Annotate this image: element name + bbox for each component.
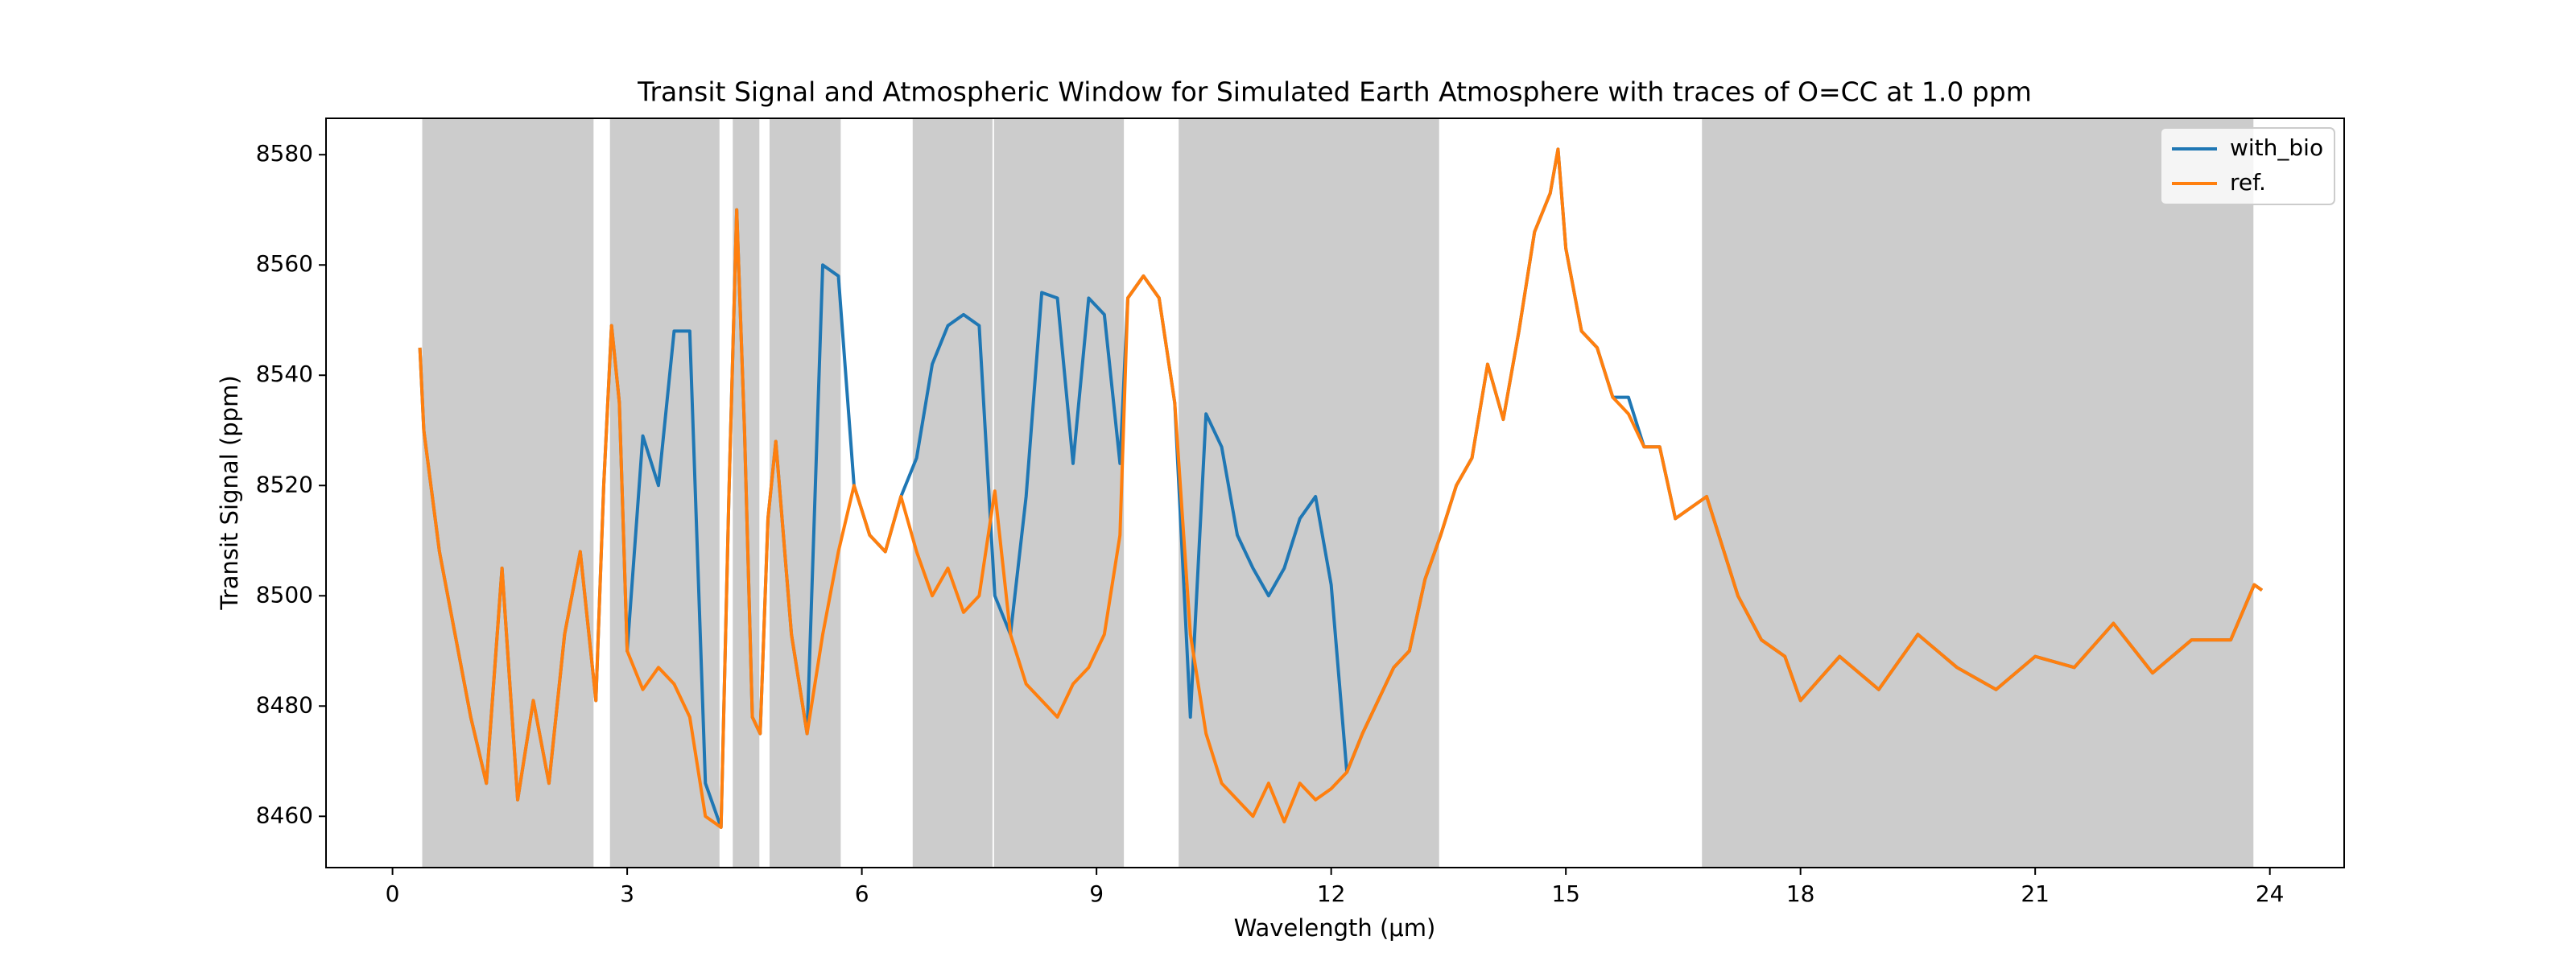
x-tick-label: 18 <box>1786 880 1815 907</box>
x-tick-label: 12 <box>1317 880 1346 907</box>
window-span <box>609 118 720 868</box>
y-tick-label: 8560 <box>256 250 313 277</box>
y-tick-label: 8460 <box>256 802 313 828</box>
x-tick-label: 6 <box>855 880 869 907</box>
x-tick-label: 9 <box>1089 880 1104 907</box>
x-tick-label: 0 <box>386 880 400 907</box>
y-tick-label: 8540 <box>256 361 313 387</box>
x-axis-label: Wavelength (μm) <box>1234 914 1436 942</box>
legend-label: with_bio <box>2230 134 2323 161</box>
window-span <box>912 118 993 868</box>
x-tick-label: 15 <box>1551 880 1580 907</box>
legend-label: ref. <box>2230 169 2266 196</box>
chart-title: Transit Signal and Atmospheric Window fo… <box>637 76 2032 108</box>
legend-box <box>2160 127 2335 205</box>
window-span <box>1702 118 2254 868</box>
x-tick-label: 24 <box>2256 880 2285 907</box>
y-tick-label: 8500 <box>256 581 313 608</box>
y-tick-label: 8520 <box>256 471 313 497</box>
plot-frame <box>325 118 2345 868</box>
x-tick-label: 3 <box>620 880 634 907</box>
window-span <box>422 118 594 868</box>
window-span <box>1179 118 1439 868</box>
window-span <box>993 118 1125 868</box>
y-tick-label: 8580 <box>256 140 313 167</box>
x-tick-label: 21 <box>2021 880 2050 907</box>
y-axis-label: Transit Signal (ppm) <box>216 375 243 610</box>
series-line <box>418 147 2264 829</box>
y-tick-label: 8480 <box>256 691 313 718</box>
